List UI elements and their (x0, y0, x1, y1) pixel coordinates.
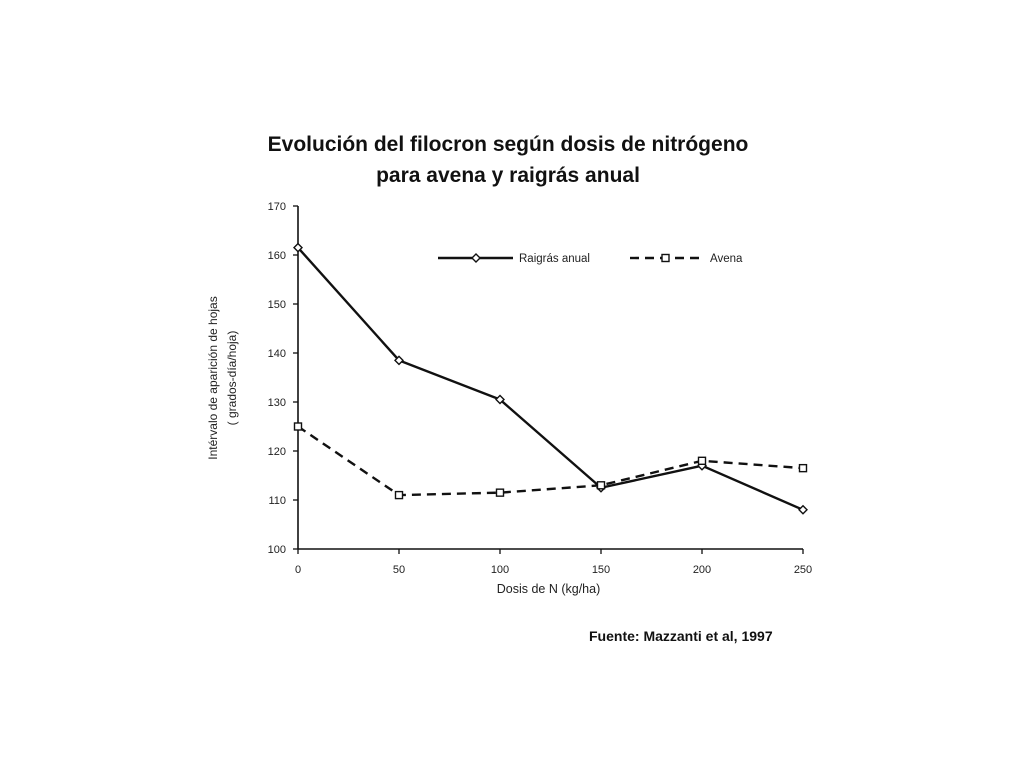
y-axis-label-line-2: ( grados-día/hoja) (225, 331, 239, 426)
y-tick-label: 120 (268, 446, 286, 458)
x-tick-label: 0 (295, 564, 301, 576)
data-point-square (798, 463, 808, 473)
y-tick-label: 140 (268, 348, 286, 360)
x-tick-label: 200 (693, 564, 711, 576)
series-line-0 (297, 246, 804, 511)
chart-title-line-1: Evolución del filocron según dosis de ni… (267, 133, 749, 156)
y-tick-label: 160 (268, 250, 286, 262)
legend-label-avena: Avena (710, 253, 743, 265)
x-tick-label: 150 (592, 564, 610, 576)
y-tick-label: 110 (268, 495, 286, 507)
series-line-1 (297, 425, 804, 497)
data-point-square (293, 422, 303, 431)
data-point-square (697, 456, 707, 465)
x-tick-label: 250 (794, 564, 812, 576)
data-point-diamond (495, 394, 505, 405)
legend-marker-avena (661, 253, 670, 263)
data-point-diamond (798, 504, 808, 515)
chart-title-line-2: para avena y raigrás anual (376, 164, 640, 187)
x-tick-label: 100 (491, 564, 509, 576)
y-tick-label: 150 (268, 299, 286, 311)
x-tick-label: 50 (393, 564, 405, 576)
data-point-square (394, 490, 404, 500)
data-point-diamond (293, 242, 303, 253)
x-axis-label: Dosis de N (kg/ha) (497, 582, 601, 596)
y-tick-label: 100 (268, 544, 286, 556)
y-tick-label: 170 (268, 201, 286, 213)
data-point-square (495, 488, 505, 497)
source-citation: Fuente: Mazzanti et al, 1997 (589, 628, 773, 644)
data-point-diamond (394, 355, 404, 366)
y-axis-label-line-1: Intérvalo de aparición de hojas (206, 296, 220, 459)
data-point-square (596, 481, 606, 490)
y-tick-label: 130 (268, 397, 286, 409)
legend-label-raigras: Raigrás anual (519, 253, 590, 265)
legend-marker-raigras (471, 253, 481, 263)
